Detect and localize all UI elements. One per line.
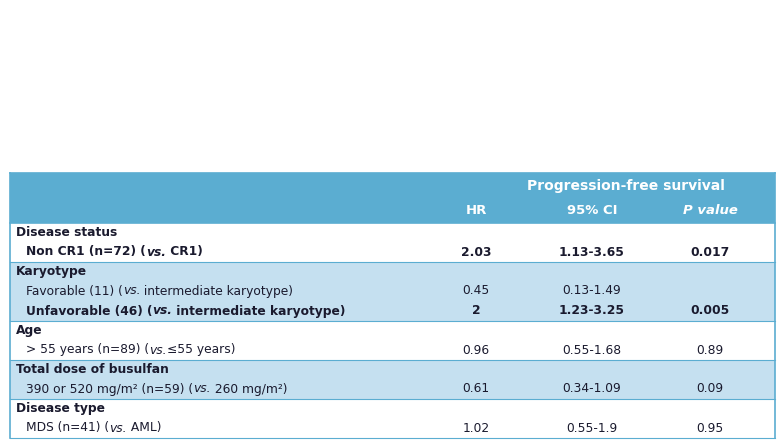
Text: 0.09: 0.09: [696, 383, 724, 396]
Text: 0.45: 0.45: [463, 285, 490, 297]
Text: 0.96: 0.96: [463, 343, 489, 356]
Text: 0.95: 0.95: [696, 421, 724, 434]
Text: 1.23-3.25: 1.23-3.25: [559, 305, 625, 318]
Text: 0.89: 0.89: [696, 343, 724, 356]
Text: vs.: vs.: [123, 285, 140, 297]
Text: ≤55 years): ≤55 years): [167, 343, 235, 356]
Text: 0.005: 0.005: [691, 305, 730, 318]
Text: vs.: vs.: [146, 245, 165, 259]
Bar: [10, 173, 775, 199]
Text: 2: 2: [472, 305, 481, 318]
Text: 0.55-1.68: 0.55-1.68: [562, 343, 622, 356]
Bar: [10, 199, 775, 223]
Text: 0.34-1.09: 0.34-1.09: [563, 383, 622, 396]
Text: 95% CI: 95% CI: [567, 205, 617, 218]
Bar: [10, 360, 775, 399]
Text: P value: P value: [683, 205, 738, 218]
Text: Karyotype: Karyotype: [16, 265, 87, 278]
Bar: [10, 321, 775, 360]
Text: Age: Age: [16, 324, 42, 337]
Text: Non CR1 (n=72) (: Non CR1 (n=72) (: [26, 245, 146, 259]
Text: 390 or 520 mg/m² (n=59) (: 390 or 520 mg/m² (n=59) (: [26, 383, 193, 396]
Text: Unfavorable (46) (: Unfavorable (46) (: [26, 305, 153, 318]
Text: vs.: vs.: [109, 421, 127, 434]
Text: Disease status: Disease status: [16, 226, 118, 239]
Text: > 55 years (n=89) (: > 55 years (n=89) (: [26, 343, 149, 356]
Text: HR: HR: [466, 205, 487, 218]
Text: 1.13-3.65: 1.13-3.65: [559, 245, 625, 259]
Text: 0.55-1.9: 0.55-1.9: [566, 421, 618, 434]
Text: intermediate karyotype): intermediate karyotype): [172, 305, 346, 318]
Text: CR1): CR1): [165, 245, 202, 259]
Text: vs.: vs.: [153, 305, 172, 318]
Bar: [10, 223, 775, 262]
Text: 260 mg/m²): 260 mg/m²): [211, 383, 287, 396]
Text: vs.: vs.: [149, 343, 167, 356]
Text: 2.03: 2.03: [461, 245, 492, 259]
Bar: [10, 262, 775, 321]
Text: 0.61: 0.61: [463, 383, 489, 396]
Text: vs.: vs.: [193, 383, 211, 396]
Text: 0.017: 0.017: [691, 245, 730, 259]
Bar: [10, 399, 775, 438]
Text: AML): AML): [127, 421, 162, 434]
Text: Total dose of busulfan: Total dose of busulfan: [16, 363, 169, 376]
Text: MDS (n=41) (: MDS (n=41) (: [26, 421, 109, 434]
Text: Favorable (11) (: Favorable (11) (: [26, 285, 123, 297]
Text: 1.02: 1.02: [463, 421, 489, 434]
Text: 0.13-1.49: 0.13-1.49: [563, 285, 622, 297]
Text: intermediate karyotype): intermediate karyotype): [140, 285, 293, 297]
Text: Progression-free survival: Progression-free survival: [527, 179, 724, 193]
Text: Disease type: Disease type: [16, 402, 105, 415]
